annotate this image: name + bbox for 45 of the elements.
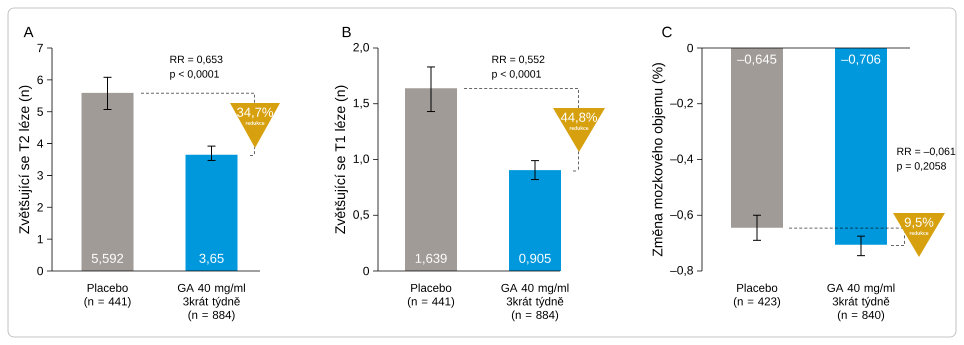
y-tick-label: 0 bbox=[687, 44, 693, 52]
data-label: –0,706 bbox=[841, 54, 880, 66]
annotation: p < 0,0001 bbox=[492, 70, 541, 80]
data-label: –0,645 bbox=[737, 54, 776, 66]
y-tick-label: –0,8 bbox=[670, 266, 693, 276]
data-label: 5,592 bbox=[92, 254, 124, 264]
y-tick-label: –0,4 bbox=[670, 154, 694, 164]
y-tick-label: 2 bbox=[37, 203, 43, 212]
y-tick-label: 1,0 bbox=[354, 154, 370, 164]
y-tick-label: –0,6 bbox=[670, 210, 693, 220]
x-tick-label: GA 40 mg/ml 3krát týdně (n = 884) bbox=[501, 284, 568, 322]
y-axis-title: Zvětšující se T2 léze (n) bbox=[18, 86, 32, 234]
text: 44,8% bbox=[560, 112, 597, 124]
x-tick-label: Placebo (n = 441) bbox=[408, 284, 454, 308]
annotation: RR = 0,653 bbox=[170, 56, 222, 64]
y-tick-label: 7 bbox=[37, 44, 43, 52]
y-tick-label: 0,5 bbox=[353, 210, 369, 220]
chart-title: C bbox=[662, 26, 672, 38]
annotation: 9,5% bbox=[904, 218, 934, 228]
y-axis-title: Zvětšující se T1 léze (n) bbox=[334, 86, 348, 234]
annotation: RR = –0,061 bbox=[897, 148, 956, 156]
annotation: p = 0,2058 bbox=[897, 162, 946, 172]
data-label: 0,905 bbox=[519, 254, 551, 264]
y-tick-label: 5 bbox=[37, 108, 43, 116]
y-tick-label: –0,2 bbox=[670, 98, 693, 109]
y-tick-label: 6 bbox=[37, 76, 43, 84]
chart-title: A bbox=[24, 26, 34, 38]
y-tick-label: 2,0 bbox=[353, 43, 370, 53]
annotation: 34,7% bbox=[237, 108, 273, 118]
y-tick-label: 1 bbox=[38, 235, 43, 244]
y-tick-label: 1,5 bbox=[354, 98, 369, 109]
y-tick-label: 0 bbox=[363, 266, 370, 276]
x-tick-label: GA 40 mg/ml 3krát týdně (n = 840) bbox=[827, 284, 894, 322]
chart-title: B bbox=[342, 26, 351, 38]
annotation: RR = 0,552 bbox=[492, 56, 544, 64]
x-tick-label: Placebo (n = 441) bbox=[84, 284, 131, 308]
x-tick-label: GA 40 mg/ml 3krát týdně (n = 884) bbox=[178, 284, 245, 322]
data-label: 1,639 bbox=[416, 254, 447, 264]
y-axis-title: Změna mozkového objemu (%) bbox=[652, 63, 666, 256]
y-tick-label: 4 bbox=[37, 139, 44, 148]
y-tick-label: 0 bbox=[37, 266, 44, 276]
annotation: p < 0,0001 bbox=[170, 70, 219, 80]
x-tick-label: Placebo (n = 423) bbox=[734, 284, 780, 308]
data-label: 3,65 bbox=[199, 254, 224, 264]
y-tick-label: 3 bbox=[37, 171, 43, 180]
